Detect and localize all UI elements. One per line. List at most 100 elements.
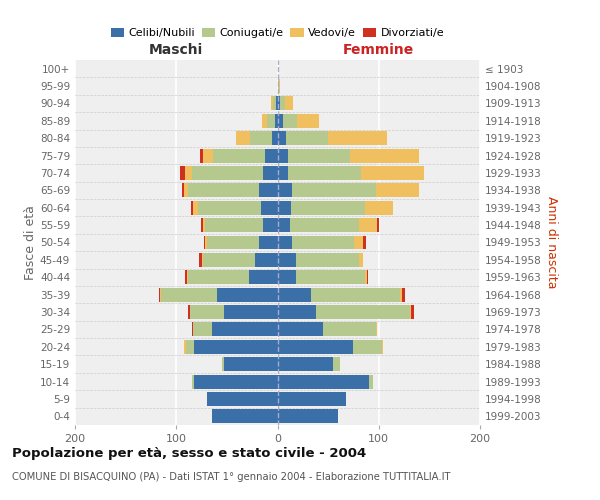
Bar bbox=[249, 270, 277, 284]
Bar bbox=[193, 322, 212, 336]
Bar bbox=[359, 218, 377, 232]
Bar bbox=[236, 132, 250, 145]
Bar bbox=[191, 201, 193, 214]
Bar bbox=[283, 114, 297, 128]
Bar bbox=[224, 357, 277, 371]
Bar bbox=[213, 148, 265, 162]
Bar bbox=[362, 236, 365, 250]
Bar bbox=[200, 148, 203, 162]
Bar bbox=[277, 79, 278, 93]
Bar bbox=[187, 340, 194, 353]
Bar bbox=[328, 132, 387, 145]
Bar bbox=[287, 148, 350, 162]
Bar bbox=[296, 270, 365, 284]
Bar bbox=[277, 357, 333, 371]
Bar bbox=[188, 184, 259, 198]
Y-axis label: Fasce di età: Fasce di età bbox=[24, 205, 37, 280]
Bar bbox=[193, 201, 197, 214]
Bar bbox=[292, 236, 355, 250]
Bar bbox=[290, 218, 359, 232]
Bar bbox=[277, 392, 346, 406]
Bar bbox=[185, 270, 187, 284]
Bar bbox=[277, 132, 286, 145]
Bar bbox=[410, 305, 411, 319]
Bar bbox=[160, 288, 161, 302]
Bar bbox=[206, 236, 259, 250]
Bar bbox=[382, 340, 383, 353]
Bar bbox=[274, 96, 277, 110]
Bar bbox=[311, 288, 400, 302]
Bar bbox=[277, 270, 296, 284]
Bar bbox=[185, 166, 193, 180]
Bar bbox=[181, 166, 185, 180]
Bar bbox=[272, 132, 277, 145]
Bar bbox=[222, 357, 224, 371]
Bar bbox=[292, 184, 376, 198]
Y-axis label: Anni di nascita: Anni di nascita bbox=[545, 196, 558, 289]
Bar bbox=[277, 305, 316, 319]
Bar bbox=[290, 201, 365, 214]
Bar bbox=[323, 322, 376, 336]
Bar bbox=[194, 340, 277, 353]
Bar bbox=[262, 114, 268, 128]
Bar bbox=[250, 132, 272, 145]
Bar bbox=[400, 288, 402, 302]
Bar bbox=[202, 253, 203, 267]
Bar bbox=[203, 148, 212, 162]
Bar bbox=[365, 201, 393, 214]
Bar bbox=[187, 270, 188, 284]
Bar bbox=[188, 305, 190, 319]
Bar bbox=[206, 392, 277, 406]
Text: COMUNE DI BISACQUINO (PA) - Dati ISTAT 1° gennaio 2004 - Elaborazione TUTTITALIA: COMUNE DI BISACQUINO (PA) - Dati ISTAT 1… bbox=[12, 472, 451, 482]
Legend: Celibi/Nubili, Coniugati/e, Vedovi/e, Divorziati/e: Celibi/Nubili, Coniugati/e, Vedovi/e, Di… bbox=[106, 24, 449, 42]
Bar bbox=[203, 218, 205, 232]
Bar bbox=[205, 236, 206, 250]
Bar bbox=[265, 148, 277, 162]
Bar bbox=[411, 305, 414, 319]
Text: Popolazione per età, sesso e stato civile - 2004: Popolazione per età, sesso e stato civil… bbox=[12, 448, 366, 460]
Bar bbox=[287, 166, 361, 180]
Bar bbox=[277, 148, 287, 162]
Bar bbox=[277, 253, 296, 267]
Bar bbox=[376, 322, 377, 336]
Bar bbox=[212, 322, 277, 336]
Bar bbox=[259, 184, 277, 198]
Bar bbox=[368, 374, 373, 388]
Bar bbox=[188, 270, 249, 284]
Bar bbox=[377, 218, 379, 232]
Bar bbox=[297, 114, 319, 128]
Bar bbox=[277, 236, 292, 250]
Bar bbox=[199, 253, 202, 267]
Bar bbox=[367, 270, 368, 284]
Bar bbox=[194, 374, 277, 388]
Bar bbox=[193, 374, 194, 388]
Bar bbox=[353, 340, 382, 353]
Bar bbox=[184, 184, 188, 198]
Bar bbox=[271, 96, 274, 110]
Bar bbox=[277, 288, 311, 302]
Text: Maschi: Maschi bbox=[149, 42, 203, 56]
Bar bbox=[278, 79, 280, 93]
Bar bbox=[316, 305, 410, 319]
Bar bbox=[376, 184, 419, 198]
Bar bbox=[262, 201, 277, 214]
Bar bbox=[359, 253, 362, 267]
Bar bbox=[277, 374, 368, 388]
Bar bbox=[277, 322, 323, 336]
Bar bbox=[203, 253, 255, 267]
Bar bbox=[184, 340, 187, 353]
Bar bbox=[355, 236, 362, 250]
Bar bbox=[200, 218, 203, 232]
Bar bbox=[193, 166, 263, 180]
Bar bbox=[277, 166, 287, 180]
Bar bbox=[259, 236, 277, 250]
Text: Femmine: Femmine bbox=[343, 42, 415, 56]
Bar bbox=[263, 218, 277, 232]
Bar bbox=[402, 288, 405, 302]
Bar bbox=[350, 148, 419, 162]
Bar bbox=[277, 184, 292, 198]
Bar bbox=[280, 96, 284, 110]
Bar bbox=[365, 270, 367, 284]
Bar bbox=[296, 253, 359, 267]
Bar bbox=[161, 288, 217, 302]
